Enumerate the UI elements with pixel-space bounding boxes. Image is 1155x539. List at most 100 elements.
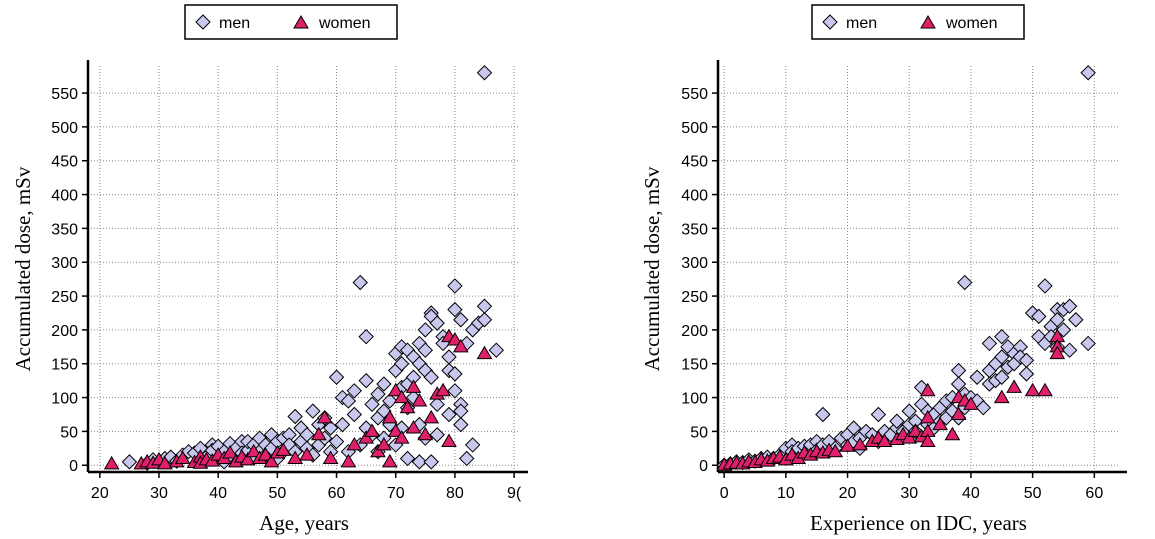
men-point [364,396,380,413]
women-point [405,379,422,393]
men-point [358,372,374,389]
men-point [411,454,428,470]
men-point [1037,278,1053,294]
women-point [174,450,191,464]
women-point [919,409,936,424]
women-point [1006,379,1022,393]
women-point [157,455,173,470]
men-point [305,403,321,419]
men-point [370,386,386,402]
men-point [1049,312,1066,328]
men-point [957,274,973,291]
men-point [476,312,493,328]
men-point [1031,308,1047,325]
men-point [376,376,392,392]
y-tick-label: 300 [51,255,78,272]
women-point [919,382,936,397]
y-tick-label: 500 [681,120,708,137]
women-point [932,416,948,431]
men-point [352,274,368,291]
women-point [310,426,327,441]
women-point [245,443,262,458]
x-tick-label: 9( [507,485,522,502]
women-point [441,433,457,448]
legend: men women [184,4,398,40]
women-point [447,332,463,346]
men-point [429,427,445,443]
x-tick-label: 20 [839,485,857,502]
men-point [975,400,991,416]
legend-label-men: men [219,15,250,32]
legend-men-marker [822,14,838,30]
left-chart: 0 50 100 150 200 250 300 350 400 450 500 550 20 30 40 5… [0,0,570,539]
women-point [222,445,238,459]
men-point [453,416,469,433]
women-point [340,453,357,468]
y-tick-label: 100 [681,391,708,408]
y-tick-label: 300 [681,255,708,272]
women-point [370,443,386,458]
y-tick-label: 100 [51,391,78,408]
men-point [870,406,887,423]
men-point [399,450,416,467]
men-point [340,393,357,409]
women-point [452,338,469,353]
y-tick-label: 200 [681,323,708,340]
y-tick-label: 350 [51,221,78,238]
grid-lines [718,66,1119,472]
y-tick-label: 0 [69,458,78,475]
women-point [287,450,303,464]
men-point [121,454,138,470]
y-axis-title: Accumulated dose, mSv [640,166,664,371]
women-point [393,430,410,444]
women-point [275,442,292,456]
women-point [876,433,893,448]
men-point [981,335,998,352]
y-tick-label: 250 [681,289,708,306]
men-point [447,366,463,382]
women-point [263,453,280,468]
men-point [815,406,831,423]
men-point [459,450,475,467]
legend-women-marker [920,15,936,29]
men-series [716,65,1096,473]
men-point [299,427,315,443]
men-point [889,413,905,429]
men-point [1061,342,1078,358]
legend-label-men: men [846,15,877,32]
y-tick-label: 50 [60,424,78,441]
women-point [435,382,451,397]
y-tick-label: 550 [51,86,78,103]
legend-women-marker [293,15,309,29]
x-tick-label: 60 [328,485,346,502]
legend-box [184,4,398,40]
legend: men women [811,4,1025,40]
y-tick-label: 350 [681,221,708,238]
x-tick-label: 0 [720,485,729,502]
men-point [447,301,463,318]
women-point [1037,382,1053,397]
women-point [919,433,936,448]
women-point [417,426,434,441]
women-point [387,382,404,397]
women-point [381,409,398,424]
women-point [376,436,392,451]
y-tick-label: 500 [51,120,78,137]
women-point [950,406,967,420]
women-point [944,426,961,441]
women-point [901,430,918,444]
men-point [1018,366,1035,382]
y-tick-label: 150 [51,357,78,374]
y-tick-label: 550 [681,86,708,103]
men-point [488,342,505,358]
women-point [316,409,333,424]
women-point [411,392,428,407]
women-point [399,399,416,414]
women-point [839,438,856,452]
men-point [393,356,410,372]
x-tick-label: 80 [446,485,464,502]
women-point [423,409,440,424]
women-point [1049,345,1066,360]
men-point [328,433,345,450]
y-tick-label: 400 [51,188,78,205]
